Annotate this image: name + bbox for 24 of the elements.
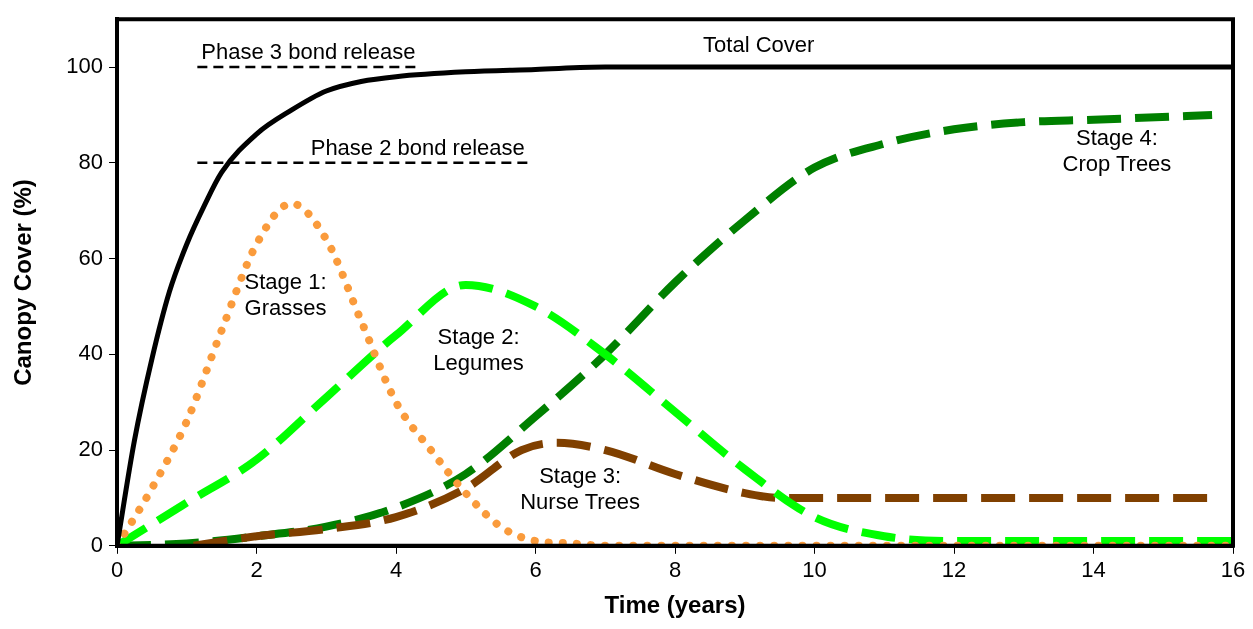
series-label: Stage 3: Nurse Trees [520,462,641,514]
x-tick-label: 14 [1081,557,1106,583]
x-tick-label: 0 [110,557,124,583]
x-tick-label: 6 [529,557,542,583]
y-tick-label: 60 [78,244,103,270]
y-tick-label: 20 [78,436,103,462]
ref-line-label: Phase 2 bond release [310,134,525,160]
x-tick-label: 16 [1220,557,1246,583]
y-tick-label: 100 [66,53,103,79]
x-axis-title: Time (years) [604,591,746,619]
x-tick-label: 12 [941,557,967,583]
series-label: Stage 4: Crop Trees [1062,124,1172,176]
y-tick-label: 40 [78,340,103,366]
ref-line-label: Phase 3 bond release [201,39,416,65]
x-tick-label: 2 [250,557,263,583]
y-tick-label: 80 [78,148,103,174]
y-axis-title: Canopy Cover (%) [9,179,37,386]
y-tick-label: 0 [90,531,103,557]
x-tick-label: 4 [389,557,403,583]
series-label: Stage 1: Grasses [244,268,327,320]
series-label: Stage 2: Legumes [433,324,524,376]
x-tick-label: 10 [802,557,827,583]
series-label: Total Cover [703,31,815,57]
x-tick-label: 8 [668,557,682,583]
